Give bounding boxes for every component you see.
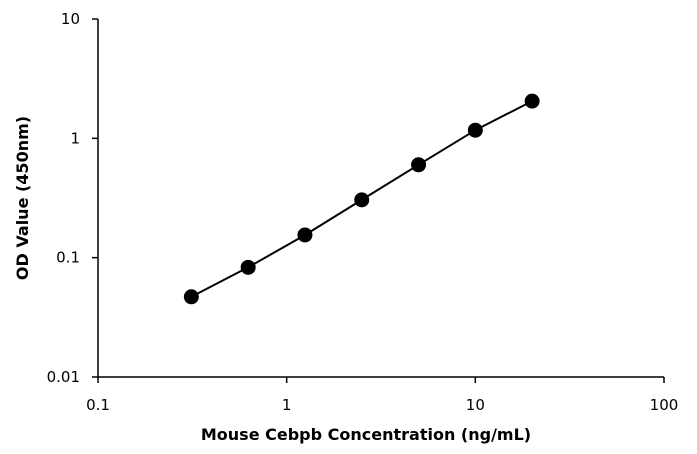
x-tick-label: 100	[650, 396, 679, 414]
x-ticks: 0.1 1 10 100	[86, 377, 678, 414]
data-point	[467, 122, 483, 138]
data-point	[524, 93, 540, 109]
y-tick-label: 0.1	[56, 249, 80, 267]
y-ticks: 0.01 0.1 1 10	[47, 10, 98, 386]
data-point	[354, 192, 370, 208]
data-point	[297, 227, 313, 243]
data-point	[411, 157, 427, 173]
axes: 0.01 0.1 1 10 0.1 1 10 100	[47, 10, 679, 414]
data-point	[240, 259, 256, 275]
y-tick-label: 10	[61, 10, 80, 28]
y-tick-label: 1	[70, 129, 80, 147]
x-tick-label: 0.1	[86, 396, 110, 414]
x-tick-label: 1	[282, 396, 292, 414]
plot-area	[183, 93, 540, 305]
data-point	[183, 289, 199, 305]
y-tick-label: 0.01	[47, 368, 80, 386]
x-tick-label: 10	[466, 396, 485, 414]
x-axis-title: Mouse Cebpb Concentration (ng/mL)	[201, 425, 531, 444]
y-axis-title: OD Value (450nm)	[13, 116, 32, 280]
